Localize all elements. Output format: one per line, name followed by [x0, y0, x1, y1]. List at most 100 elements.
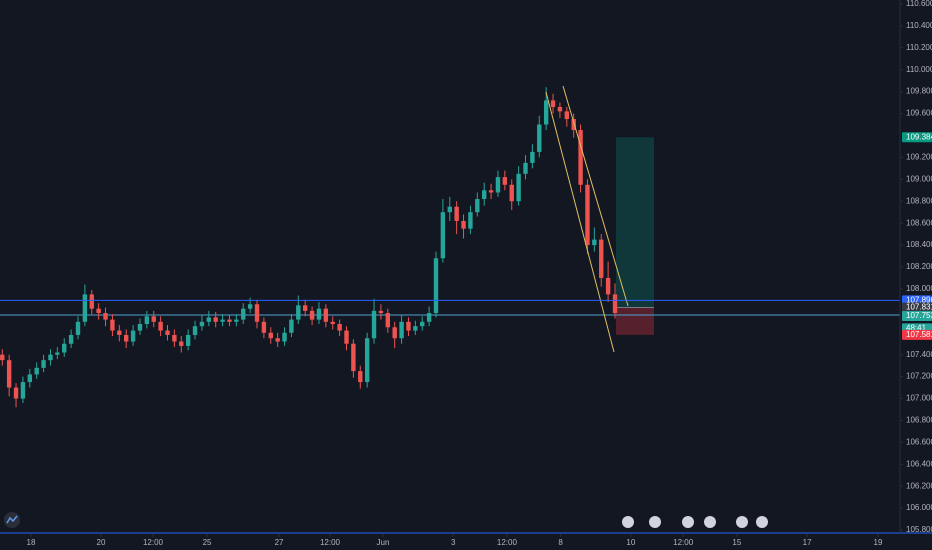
candle-body	[523, 162, 528, 174]
position-tool	[616, 137, 654, 335]
event-icon[interactable]	[682, 516, 694, 528]
x-tick-label: 20	[97, 538, 106, 547]
price-label-bg	[902, 329, 932, 340]
price-label: 109.384	[906, 132, 932, 141]
candle-body	[282, 332, 287, 342]
x-tick-label: 18	[27, 538, 36, 547]
candle-body	[123, 334, 129, 342]
candle-body	[433, 258, 439, 314]
candle-body	[110, 319, 115, 331]
event-icon[interactable]	[622, 516, 634, 528]
y-tick-label: 108.000	[906, 284, 932, 293]
event-icon[interactable]	[756, 516, 768, 528]
x-tick-label: 12:00	[497, 538, 518, 547]
x-tick-label: 17	[803, 538, 812, 547]
candle-body	[344, 330, 349, 344]
event-icons	[622, 516, 768, 528]
candle-body	[130, 330, 136, 342]
candle-body	[371, 310, 377, 339]
candle-body	[0, 354, 5, 361]
candle-body	[179, 341, 184, 346]
event-icon[interactable]	[736, 516, 748, 528]
candle-body	[447, 206, 452, 213]
candle-body	[495, 177, 501, 193]
price-label-bg	[902, 132, 932, 143]
y-tick-label: 108.600	[906, 218, 932, 227]
axes: 110.600 110.400 110.200 110.000 109.800 109.6…	[27, 0, 932, 547]
candle-body	[605, 277, 611, 295]
candle-body	[34, 367, 39, 375]
price-label-bg	[902, 302, 932, 313]
candle-body	[516, 173, 521, 202]
candle-body	[530, 151, 535, 163]
candles	[0, 87, 618, 408]
candle-body	[392, 327, 397, 339]
candle-body	[364, 338, 370, 383]
candle-body	[337, 323, 342, 331]
x-tick-label: 12:00	[673, 538, 694, 547]
candle-body	[20, 382, 26, 399]
candle-body	[137, 323, 143, 331]
candle-body	[468, 212, 473, 229]
y-tick-label: 109.000	[906, 174, 932, 183]
candle-body	[241, 308, 246, 320]
candle-body	[220, 319, 225, 322]
price-label: 107.581	[906, 330, 932, 339]
x-tick-label: 3	[451, 538, 456, 547]
candle-body	[564, 111, 570, 120]
candle-body	[165, 330, 170, 335]
price-label: 107.831	[906, 303, 932, 312]
price-label-bg	[902, 310, 932, 321]
candle-body	[117, 330, 122, 335]
candle-body	[213, 317, 218, 322]
y-tick-label: 108.400	[906, 240, 932, 249]
candle-body	[247, 304, 253, 309]
y-tick-label: 105.800	[906, 525, 932, 534]
x-tick-label: 25	[203, 538, 212, 547]
candle-body	[89, 294, 94, 309]
candle-body	[454, 206, 459, 221]
y-tick-label: 109.600	[906, 109, 932, 118]
candle-body	[82, 294, 88, 322]
candle-body	[440, 212, 446, 259]
trend-line	[562, 85, 629, 307]
price-label: 48:41	[906, 323, 927, 332]
candle-body	[55, 352, 60, 355]
candle-body	[158, 321, 163, 331]
candle-body	[48, 354, 53, 361]
event-icon[interactable]	[704, 516, 716, 528]
candle-body	[96, 308, 101, 314]
y-tick-label: 108.800	[906, 196, 932, 205]
y-tick-label: 106.000	[906, 503, 932, 512]
candle-body	[289, 319, 294, 333]
candle-body	[6, 360, 12, 388]
x-tick-label: 12:00	[320, 538, 341, 547]
y-tick-label: 106.800	[906, 416, 932, 425]
y-tick-label: 110.600	[906, 0, 932, 8]
candle-body	[475, 199, 480, 213]
candle-body	[426, 313, 432, 322]
y-tick-label: 110.000	[906, 65, 932, 74]
candle-body	[599, 239, 604, 278]
y-tick-label: 106.600	[906, 437, 932, 446]
candle-body	[543, 100, 549, 125]
y-tick-label: 106.400	[906, 459, 932, 468]
trend-line	[545, 91, 615, 353]
event-icon[interactable]	[649, 516, 661, 528]
x-tick-label: 8	[558, 538, 563, 547]
profit-zone	[616, 137, 654, 308]
candle-body	[378, 310, 384, 314]
candle-body	[578, 129, 583, 185]
x-tick-label: Jun	[377, 538, 390, 547]
candle-body	[296, 305, 301, 320]
x-tick-label: 12:00	[143, 538, 164, 547]
loss-zone	[616, 307, 654, 335]
candle-body	[144, 316, 150, 324]
candle-body	[488, 190, 494, 193]
y-tick-label: 110.200	[906, 43, 932, 52]
y-tick-label: 107.200	[906, 372, 932, 381]
candle-body	[192, 326, 198, 335]
